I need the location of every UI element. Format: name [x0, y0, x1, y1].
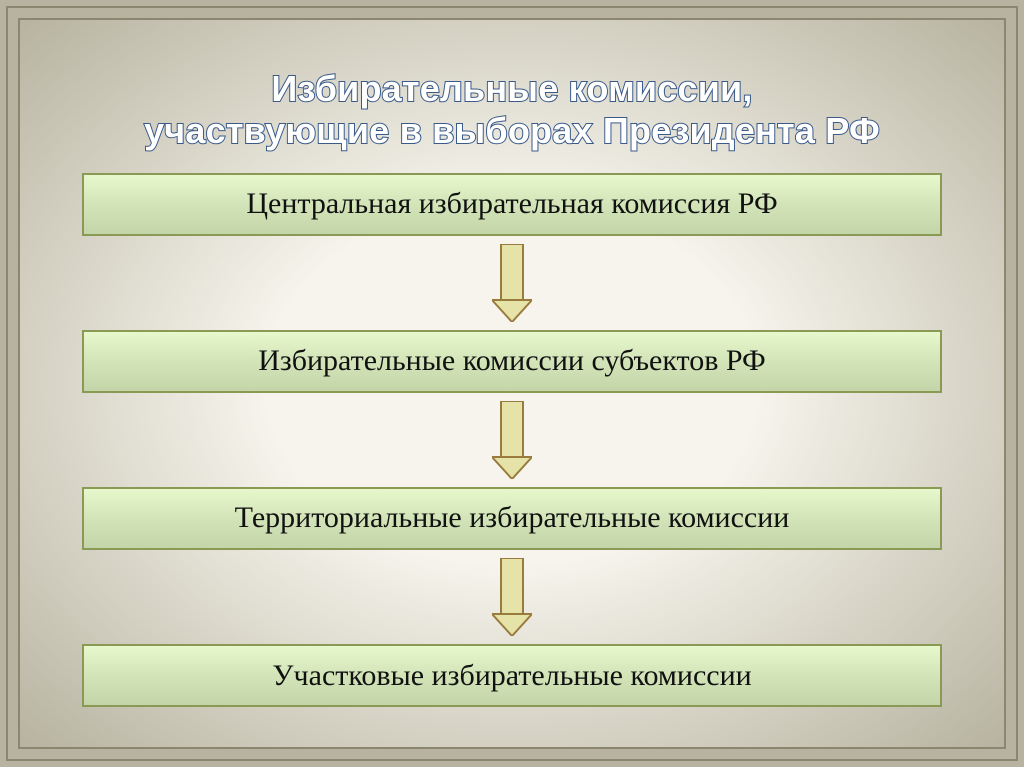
- arrow: [52, 401, 972, 479]
- arrow: [52, 244, 972, 322]
- hierarchy-box-label: Избирательные комиссии субъектов РФ: [258, 344, 766, 378]
- down-arrow-icon: [492, 401, 532, 479]
- slide-title: Избирательные комиссии, участвующие в вы…: [144, 68, 880, 151]
- outer-frame: Избирательные комиссии, участвующие в вы…: [6, 6, 1018, 761]
- inner-frame: Избирательные комиссии, участвующие в вы…: [18, 18, 1006, 749]
- hierarchy-box-label: Центральная избирательная комиссия РФ: [246, 187, 777, 221]
- title-line-2: участвующие в выборах Президента РФ: [144, 110, 880, 151]
- hierarchy-box: Территориальные избирательные комиссии: [82, 487, 942, 550]
- slide: Избирательные комиссии, участвующие в вы…: [0, 0, 1024, 767]
- hierarchy-box: Центральная избирательная комиссия РФ: [82, 173, 942, 236]
- down-arrow-icon: [492, 244, 532, 322]
- hierarchy-box-label: Территориальные избирательные комиссии: [235, 501, 790, 535]
- arrow: [52, 558, 972, 636]
- down-arrow-icon: [492, 558, 532, 636]
- hierarchy-box-label: Участковые избирательные комиссии: [272, 659, 751, 693]
- hierarchy-box: Участковые избирательные комиссии: [82, 644, 942, 707]
- hierarchy-box: Избирательные комиссии субъектов РФ: [82, 330, 942, 393]
- title-line-1: Избирательные комиссии,: [271, 68, 752, 109]
